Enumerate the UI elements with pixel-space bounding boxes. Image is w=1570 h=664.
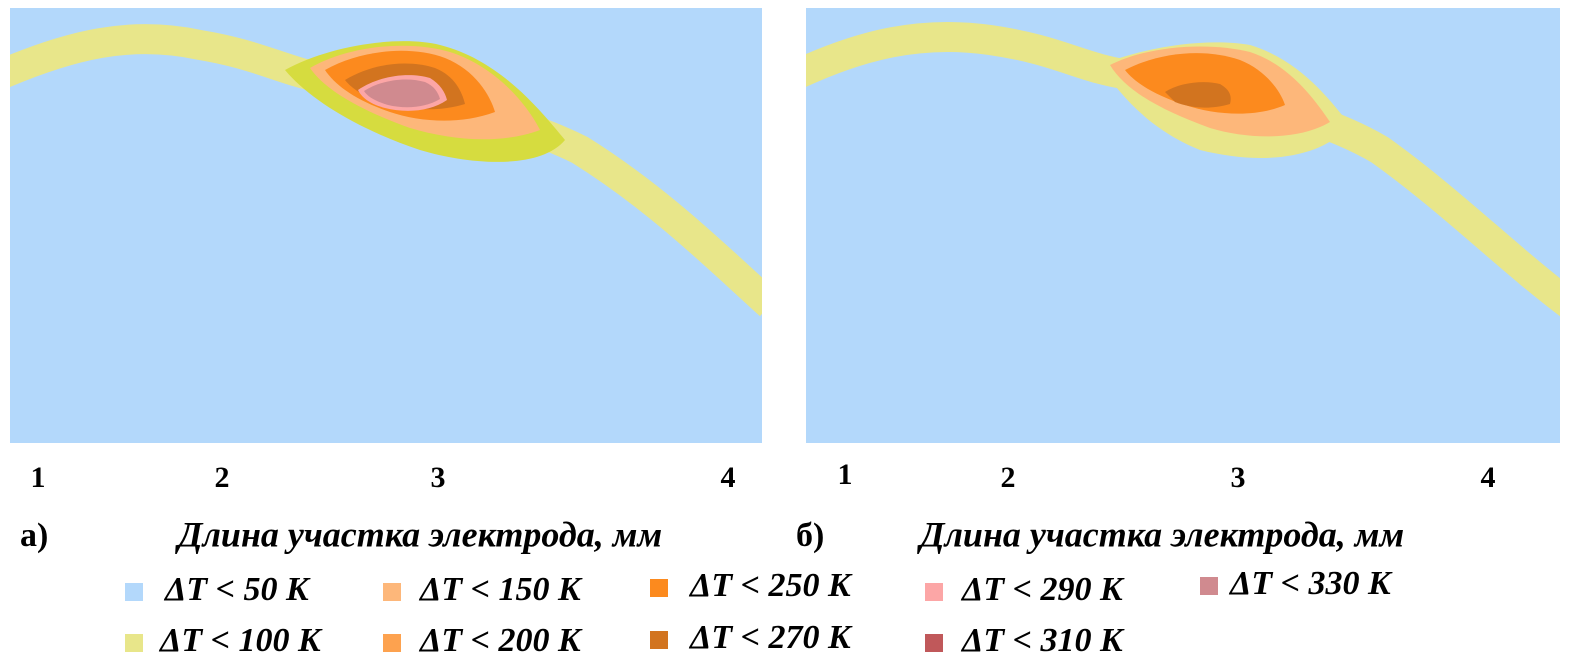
contour-panel-b xyxy=(806,8,1560,443)
legend-swatch xyxy=(383,583,401,601)
legend-label: ΔT < 150 K xyxy=(418,571,583,608)
x-tick-label: 4 xyxy=(721,461,736,494)
legend-swatch xyxy=(1200,577,1218,595)
legend-swatch xyxy=(650,631,668,649)
x-tick-label: 1 xyxy=(838,458,853,491)
panel-label: б) xyxy=(796,517,824,554)
legend-swatch xyxy=(383,634,401,652)
contour-panel-a xyxy=(10,8,762,443)
x-tick-label: 3 xyxy=(1231,461,1246,494)
x-tick-label: 2 xyxy=(215,461,230,494)
legend-swatch xyxy=(125,634,143,652)
x-tick-label: 2 xyxy=(1001,461,1016,494)
legend-label: ΔT < 330 K xyxy=(1228,565,1393,602)
x-tick-label: 1 xyxy=(31,461,46,494)
legend-label: ΔT < 250 K xyxy=(688,567,853,604)
legend-label: ΔT < 200 K xyxy=(418,622,583,659)
legend-label: ΔT < 270 K xyxy=(688,619,853,656)
legend-swatch xyxy=(650,579,668,597)
legend-label: ΔT < 100 K xyxy=(158,622,323,659)
legend-label: ΔT < 290 K xyxy=(960,571,1125,608)
legend-swatch xyxy=(925,634,943,652)
legend-label: ΔT < 310 K xyxy=(960,622,1125,659)
panel-label: а) xyxy=(20,517,48,554)
x-tick-label: 4 xyxy=(1481,461,1496,494)
x-axis-label: Длина участка электрода, мм xyxy=(175,514,662,554)
x-axis-label: Длина участка электрода, мм xyxy=(917,514,1404,554)
x-tick-label: 3 xyxy=(431,461,446,494)
legend-label: ΔT < 50 K xyxy=(163,571,311,608)
legend-swatch xyxy=(125,583,143,601)
legend-swatch xyxy=(925,583,943,601)
